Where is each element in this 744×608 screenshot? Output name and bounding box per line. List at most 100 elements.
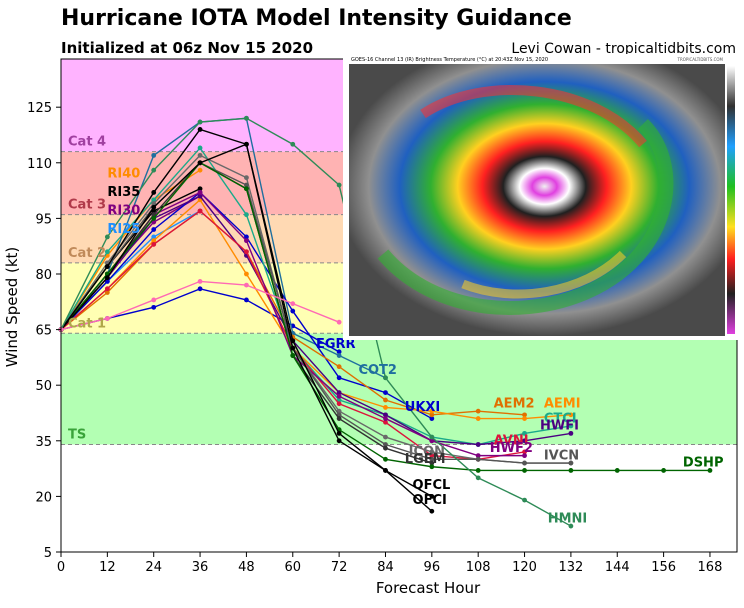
data-point	[475, 456, 481, 462]
data-point	[104, 264, 110, 269]
data-point	[244, 186, 249, 192]
data-point	[151, 197, 157, 203]
band-label: Cat 2	[68, 246, 106, 261]
data-point	[244, 238, 249, 244]
data-point	[244, 182, 249, 188]
satellite-watermark: TROPICALTIDBITS.COM	[677, 57, 724, 62]
data-point	[429, 464, 435, 470]
y-tick-label: 125	[27, 101, 52, 116]
data-point	[475, 475, 481, 481]
data-point	[429, 408, 435, 414]
model-label-cot2: COT2	[358, 363, 397, 378]
x-tick-label: 36	[192, 560, 209, 575]
data-point	[336, 353, 342, 358]
model-series	[58, 115, 713, 529]
band-ts	[61, 333, 737, 445]
data-point	[151, 201, 157, 206]
x-tick-label: 96	[424, 560, 441, 575]
y-tick-label: 80	[35, 268, 52, 283]
x-tick-label: 144	[605, 560, 630, 575]
model-label-ri25: RI25	[107, 222, 140, 237]
model-label-aemi: AEMI	[544, 396, 581, 411]
x-tick-label: 156	[651, 560, 676, 575]
series-ukxi	[58, 190, 435, 421]
data-point	[151, 238, 157, 244]
data-point	[383, 442, 388, 447]
series-hmni	[58, 115, 574, 529]
chart-title: Hurricane IOTA Model Intensity Guidance	[61, 6, 572, 31]
x-tick-label: 72	[331, 560, 348, 575]
data-point	[383, 445, 388, 451]
data-point	[383, 375, 388, 381]
data-point	[244, 175, 249, 181]
data-point	[336, 393, 342, 399]
data-point	[197, 167, 203, 173]
model-label-lgem: LGEM	[405, 452, 446, 467]
data-point	[522, 412, 527, 418]
y-tick-label: 65	[35, 324, 52, 339]
x-tick-label: 0	[57, 560, 65, 575]
model-label-avni: AVNI	[494, 434, 529, 449]
data-point	[383, 434, 388, 440]
x-tick-label: 48	[238, 560, 255, 575]
data-point	[336, 375, 342, 381]
data-point	[614, 468, 620, 473]
data-point	[568, 523, 574, 529]
x-tick-label: 168	[698, 560, 723, 575]
model-label-egrr: EGRR	[316, 337, 356, 352]
data-point	[475, 416, 481, 421]
x-axis: 0 12 24 36 48 60 72 84 96 108 120 132 144 156 168	[57, 552, 723, 575]
y-tick-label: 110	[27, 157, 52, 172]
data-point	[104, 316, 110, 321]
data-point	[290, 301, 296, 307]
data-point	[522, 460, 527, 466]
data-point	[290, 345, 296, 351]
data-point	[429, 460, 435, 466]
y-axis: 5 20 35 50 65 80 95 110 125	[27, 101, 61, 561]
data-point	[383, 416, 388, 421]
data-point	[151, 234, 157, 240]
data-point	[707, 468, 713, 473]
x-tick-label: 24	[145, 560, 162, 575]
data-point	[429, 416, 435, 421]
data-point	[522, 453, 527, 459]
model-label-ukxi: UKXI	[405, 400, 441, 415]
data-point	[197, 119, 203, 125]
data-point	[429, 456, 435, 462]
data-point	[475, 468, 481, 473]
data-point	[151, 241, 157, 247]
model-label-hmni: HMNI	[548, 511, 588, 526]
series-line	[60, 161, 571, 464]
data-point	[383, 390, 388, 396]
data-point	[244, 271, 249, 277]
data-point	[197, 152, 203, 158]
data-point	[429, 412, 435, 418]
data-point	[336, 182, 342, 188]
data-point	[104, 290, 110, 295]
data-point	[151, 152, 157, 158]
model-label-ofci: OFCI	[413, 493, 447, 508]
data-point	[290, 353, 296, 358]
data-point	[522, 438, 527, 444]
data-point	[568, 430, 574, 436]
data-point	[336, 416, 342, 421]
data-point	[568, 423, 574, 429]
x-tick-label: 132	[558, 560, 583, 575]
data-point	[244, 141, 249, 147]
model-label-hwf2: HWF2	[490, 441, 533, 456]
data-point	[522, 449, 527, 455]
series-line	[60, 198, 571, 420]
series-line	[60, 146, 572, 446]
x-tick-label: 108	[466, 560, 491, 575]
y-tick-label: 50	[35, 379, 52, 394]
model-label-qfcl: QFCL	[413, 478, 451, 493]
data-point	[244, 249, 249, 255]
data-point	[522, 430, 527, 436]
data-point	[336, 430, 342, 436]
band-label: Cat 4	[68, 135, 106, 150]
data-point	[383, 456, 388, 462]
data-point	[151, 190, 157, 195]
data-point	[429, 434, 435, 440]
data-point	[197, 190, 203, 195]
